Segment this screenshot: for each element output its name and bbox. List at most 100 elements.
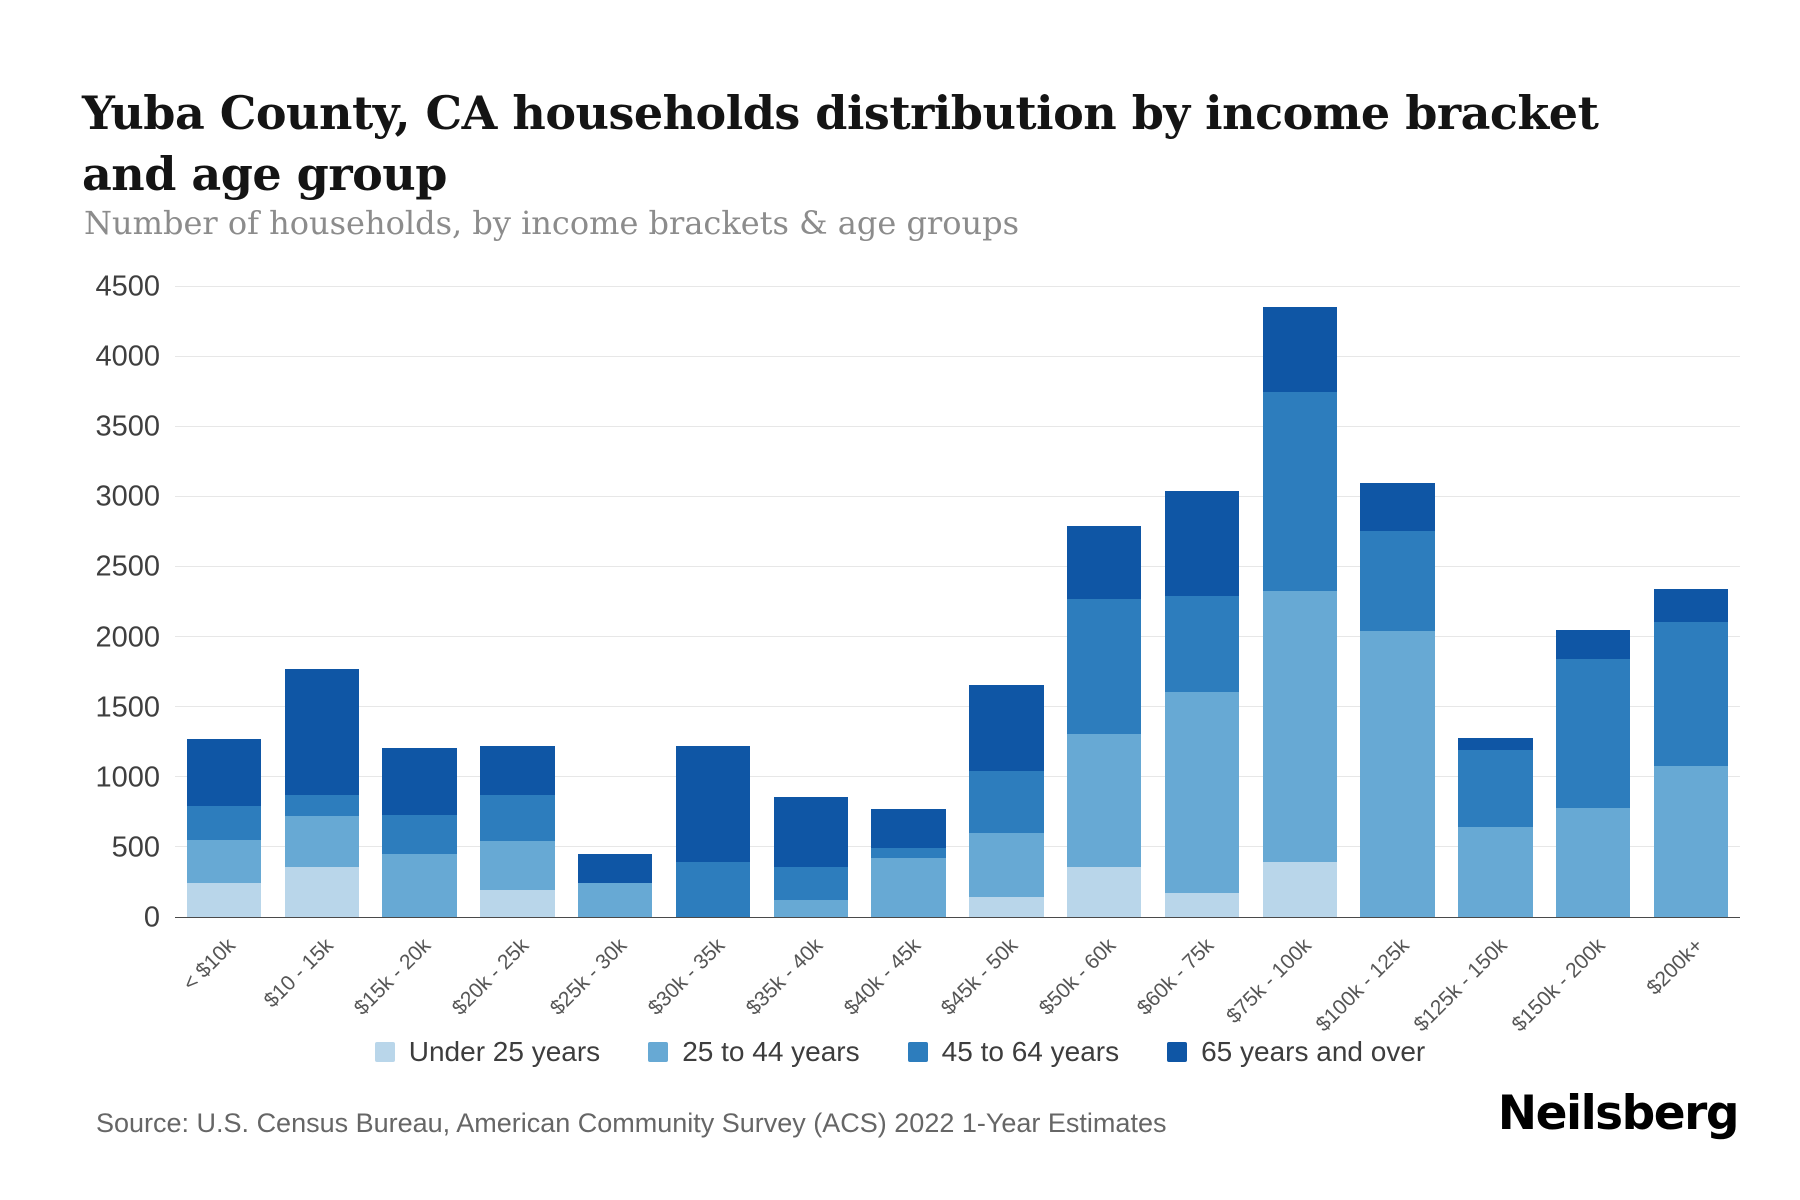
x-axis-tick-label: $150k - 200k bbox=[1507, 934, 1610, 1037]
page-title: Yuba County, CA households distribution … bbox=[82, 85, 1599, 201]
gridline bbox=[175, 356, 1740, 358]
bar-segment bbox=[382, 814, 457, 854]
gridline bbox=[175, 566, 1740, 567]
bar-segment bbox=[1262, 306, 1337, 393]
x-axis-tick-label: $30k - 35k bbox=[643, 934, 730, 1020]
bar-segment bbox=[382, 854, 457, 917]
legend-label: 65 years and over bbox=[1201, 1036, 1426, 1067]
legend-label: 25 to 44 years bbox=[682, 1036, 860, 1067]
bar-segment bbox=[1556, 659, 1631, 808]
x-axis-tick-label: $75k - 100k bbox=[1222, 934, 1317, 1028]
bar-segment bbox=[1262, 862, 1337, 917]
gridline bbox=[175, 426, 1740, 427]
bar-slot bbox=[1055, 287, 1153, 917]
bar-segment bbox=[1360, 631, 1435, 917]
x-axis-tick-label: $50k - 60k bbox=[1034, 934, 1121, 1020]
legend-item: 45 to 64 years bbox=[907, 1036, 1119, 1068]
y-axis-tick-label: 2000 bbox=[95, 621, 160, 654]
gridline bbox=[175, 776, 1740, 778]
stacked-bar bbox=[1262, 287, 1337, 917]
bar-segment bbox=[1164, 691, 1240, 894]
gridline bbox=[175, 706, 1740, 707]
stacked-bar bbox=[1360, 287, 1435, 917]
bar-slot bbox=[1153, 287, 1251, 917]
bar-segment bbox=[1653, 765, 1729, 917]
bar-segment bbox=[284, 795, 359, 817]
bar-segment bbox=[773, 866, 848, 901]
x-axis-tick-label: $125k - 150k bbox=[1409, 934, 1512, 1037]
stacked-bar bbox=[284, 287, 359, 917]
x-axis-tick-label: $25k - 30k bbox=[545, 934, 632, 1020]
bar-segment bbox=[480, 890, 555, 917]
bar-segment bbox=[871, 809, 946, 849]
y-axis-tick-label: 1000 bbox=[95, 761, 160, 794]
bar-segment bbox=[186, 840, 262, 884]
bar-segment bbox=[186, 739, 262, 807]
chart-subtitle: Number of households, by income brackets… bbox=[84, 204, 1019, 242]
bar-slot bbox=[1447, 287, 1545, 917]
bar-segment bbox=[969, 897, 1044, 917]
stacked-bar bbox=[382, 287, 457, 917]
bar-segment bbox=[1653, 621, 1729, 766]
bar-segment bbox=[186, 883, 262, 917]
bar-segment bbox=[969, 833, 1044, 898]
bar-slot bbox=[1349, 287, 1447, 917]
stacked-bar bbox=[480, 287, 555, 917]
x-axis-tick-label: $40k - 45k bbox=[839, 934, 925, 1020]
bar-slot bbox=[762, 287, 860, 917]
stacked-bar bbox=[871, 287, 946, 917]
bar-segment bbox=[1164, 491, 1240, 597]
bar-segment bbox=[1360, 530, 1435, 632]
stacked-bar bbox=[1653, 287, 1729, 917]
x-axis-tick-label: $60k - 75k bbox=[1132, 934, 1219, 1020]
y-axis-tick-label: 2500 bbox=[95, 550, 160, 583]
chart-legend: Under 25 years 25 to 44 years 45 to 64 yea… bbox=[0, 1036, 1800, 1068]
bar-segment bbox=[675, 746, 751, 863]
bar-slot bbox=[1251, 287, 1349, 917]
bar-segment bbox=[1556, 630, 1631, 660]
y-axis-tick-label: 4500 bbox=[95, 270, 160, 303]
legend-swatch-icon bbox=[907, 1042, 928, 1062]
bar-segment bbox=[1458, 827, 1533, 917]
bar-slot bbox=[1642, 287, 1740, 917]
x-axis-tick-label: $35k - 40k bbox=[741, 934, 828, 1020]
bar-segment bbox=[480, 795, 555, 842]
bar-segment bbox=[1458, 750, 1533, 828]
stacked-bar bbox=[1556, 287, 1631, 917]
bar-segment bbox=[1067, 866, 1142, 917]
source-note: Source: U.S. Census Bureau, American Com… bbox=[96, 1108, 1167, 1138]
x-axis-tick-label: $45k - 50k bbox=[937, 934, 1023, 1020]
x-axis-tick-label: $10 - 15k bbox=[259, 934, 338, 1013]
bar-segment bbox=[1067, 526, 1142, 600]
brand-logo: Neilsberg bbox=[1497, 1086, 1740, 1141]
bar-slot bbox=[566, 287, 664, 917]
bar-segment bbox=[1164, 596, 1240, 692]
stacked-bar bbox=[1458, 287, 1533, 917]
x-axis-tick-label: $200k+ bbox=[1641, 934, 1708, 1000]
stacked-bar bbox=[577, 287, 653, 917]
bar-slot bbox=[1544, 287, 1642, 917]
bar-segment bbox=[1360, 483, 1435, 531]
bar-segment bbox=[1164, 893, 1240, 917]
stacked-bar bbox=[186, 287, 262, 917]
bar-segment bbox=[1458, 737, 1533, 751]
bar-segment bbox=[1262, 590, 1337, 863]
bar-slot bbox=[860, 287, 958, 917]
legend-swatch-icon bbox=[1167, 1042, 1188, 1062]
legend-swatch-icon bbox=[374, 1042, 395, 1062]
legend-item: Under 25 years bbox=[374, 1036, 600, 1068]
bar-segment bbox=[1262, 392, 1337, 591]
bar-segment bbox=[675, 862, 751, 917]
legend-item: 65 years and over bbox=[1167, 1036, 1425, 1068]
bar-segment bbox=[284, 669, 359, 796]
stacked-bar bbox=[969, 287, 1044, 917]
bar-segment bbox=[969, 684, 1044, 772]
legend-swatch-icon bbox=[648, 1042, 669, 1062]
gridline bbox=[175, 846, 1740, 848]
stacked-bar bbox=[773, 287, 848, 917]
y-axis-tick-label: 500 bbox=[111, 831, 160, 864]
bar-slot bbox=[175, 287, 273, 917]
x-axis-tick-label: < $10k bbox=[178, 934, 241, 996]
x-axis: < $10k $10 - 15k $15k - 20k $20k - 25k $25k … bbox=[175, 918, 1740, 1038]
